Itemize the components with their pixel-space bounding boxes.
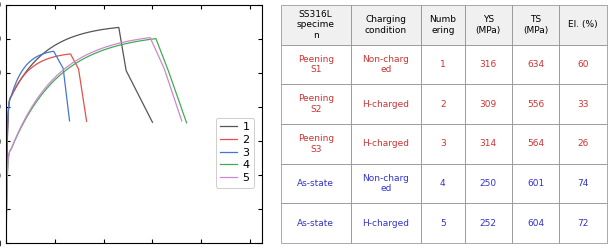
5 — [110, 43, 118, 46]
4 — [118, 43, 126, 46]
1 — [2, 242, 10, 245]
2 — [83, 120, 90, 123]
4 — [2, 242, 10, 245]
5 — [178, 119, 185, 122]
Line: 1: 1 — [6, 28, 153, 243]
1 — [149, 121, 156, 124]
3 — [7, 95, 15, 98]
5 — [147, 36, 154, 39]
1 — [65, 37, 72, 40]
Line: 4: 4 — [6, 39, 186, 243]
3 — [30, 57, 37, 60]
3 — [39, 53, 47, 56]
Line: 3: 3 — [6, 51, 69, 243]
2 — [67, 52, 74, 55]
4 — [131, 40, 138, 43]
Legend: 1, 2, 3, 4, 5: 1, 2, 3, 4, 5 — [216, 118, 254, 187]
2 — [58, 54, 65, 57]
4 — [123, 42, 131, 45]
3 — [2, 242, 10, 245]
4 — [85, 55, 92, 58]
5 — [126, 39, 133, 42]
1 — [7, 95, 15, 98]
4 — [7, 148, 15, 151]
3 — [66, 119, 73, 122]
2 — [55, 54, 63, 57]
Line: 2: 2 — [6, 54, 86, 243]
Line: 5: 5 — [6, 38, 181, 243]
3 — [42, 52, 49, 55]
4 — [183, 121, 190, 124]
1 — [87, 30, 94, 33]
1 — [115, 26, 123, 29]
1 — [99, 28, 106, 31]
3 — [50, 50, 58, 53]
5 — [7, 148, 15, 151]
2 — [2, 242, 10, 245]
5 — [2, 242, 10, 245]
2 — [7, 95, 15, 98]
4 — [115, 44, 122, 47]
5 — [118, 41, 126, 44]
4 — [152, 37, 159, 40]
2 — [39, 59, 47, 62]
3 — [40, 52, 47, 55]
1 — [90, 30, 97, 32]
1 — [94, 29, 101, 32]
2 — [51, 55, 59, 58]
2 — [53, 55, 60, 58]
3 — [44, 51, 51, 54]
5 — [82, 54, 89, 57]
5 — [114, 42, 121, 45]
